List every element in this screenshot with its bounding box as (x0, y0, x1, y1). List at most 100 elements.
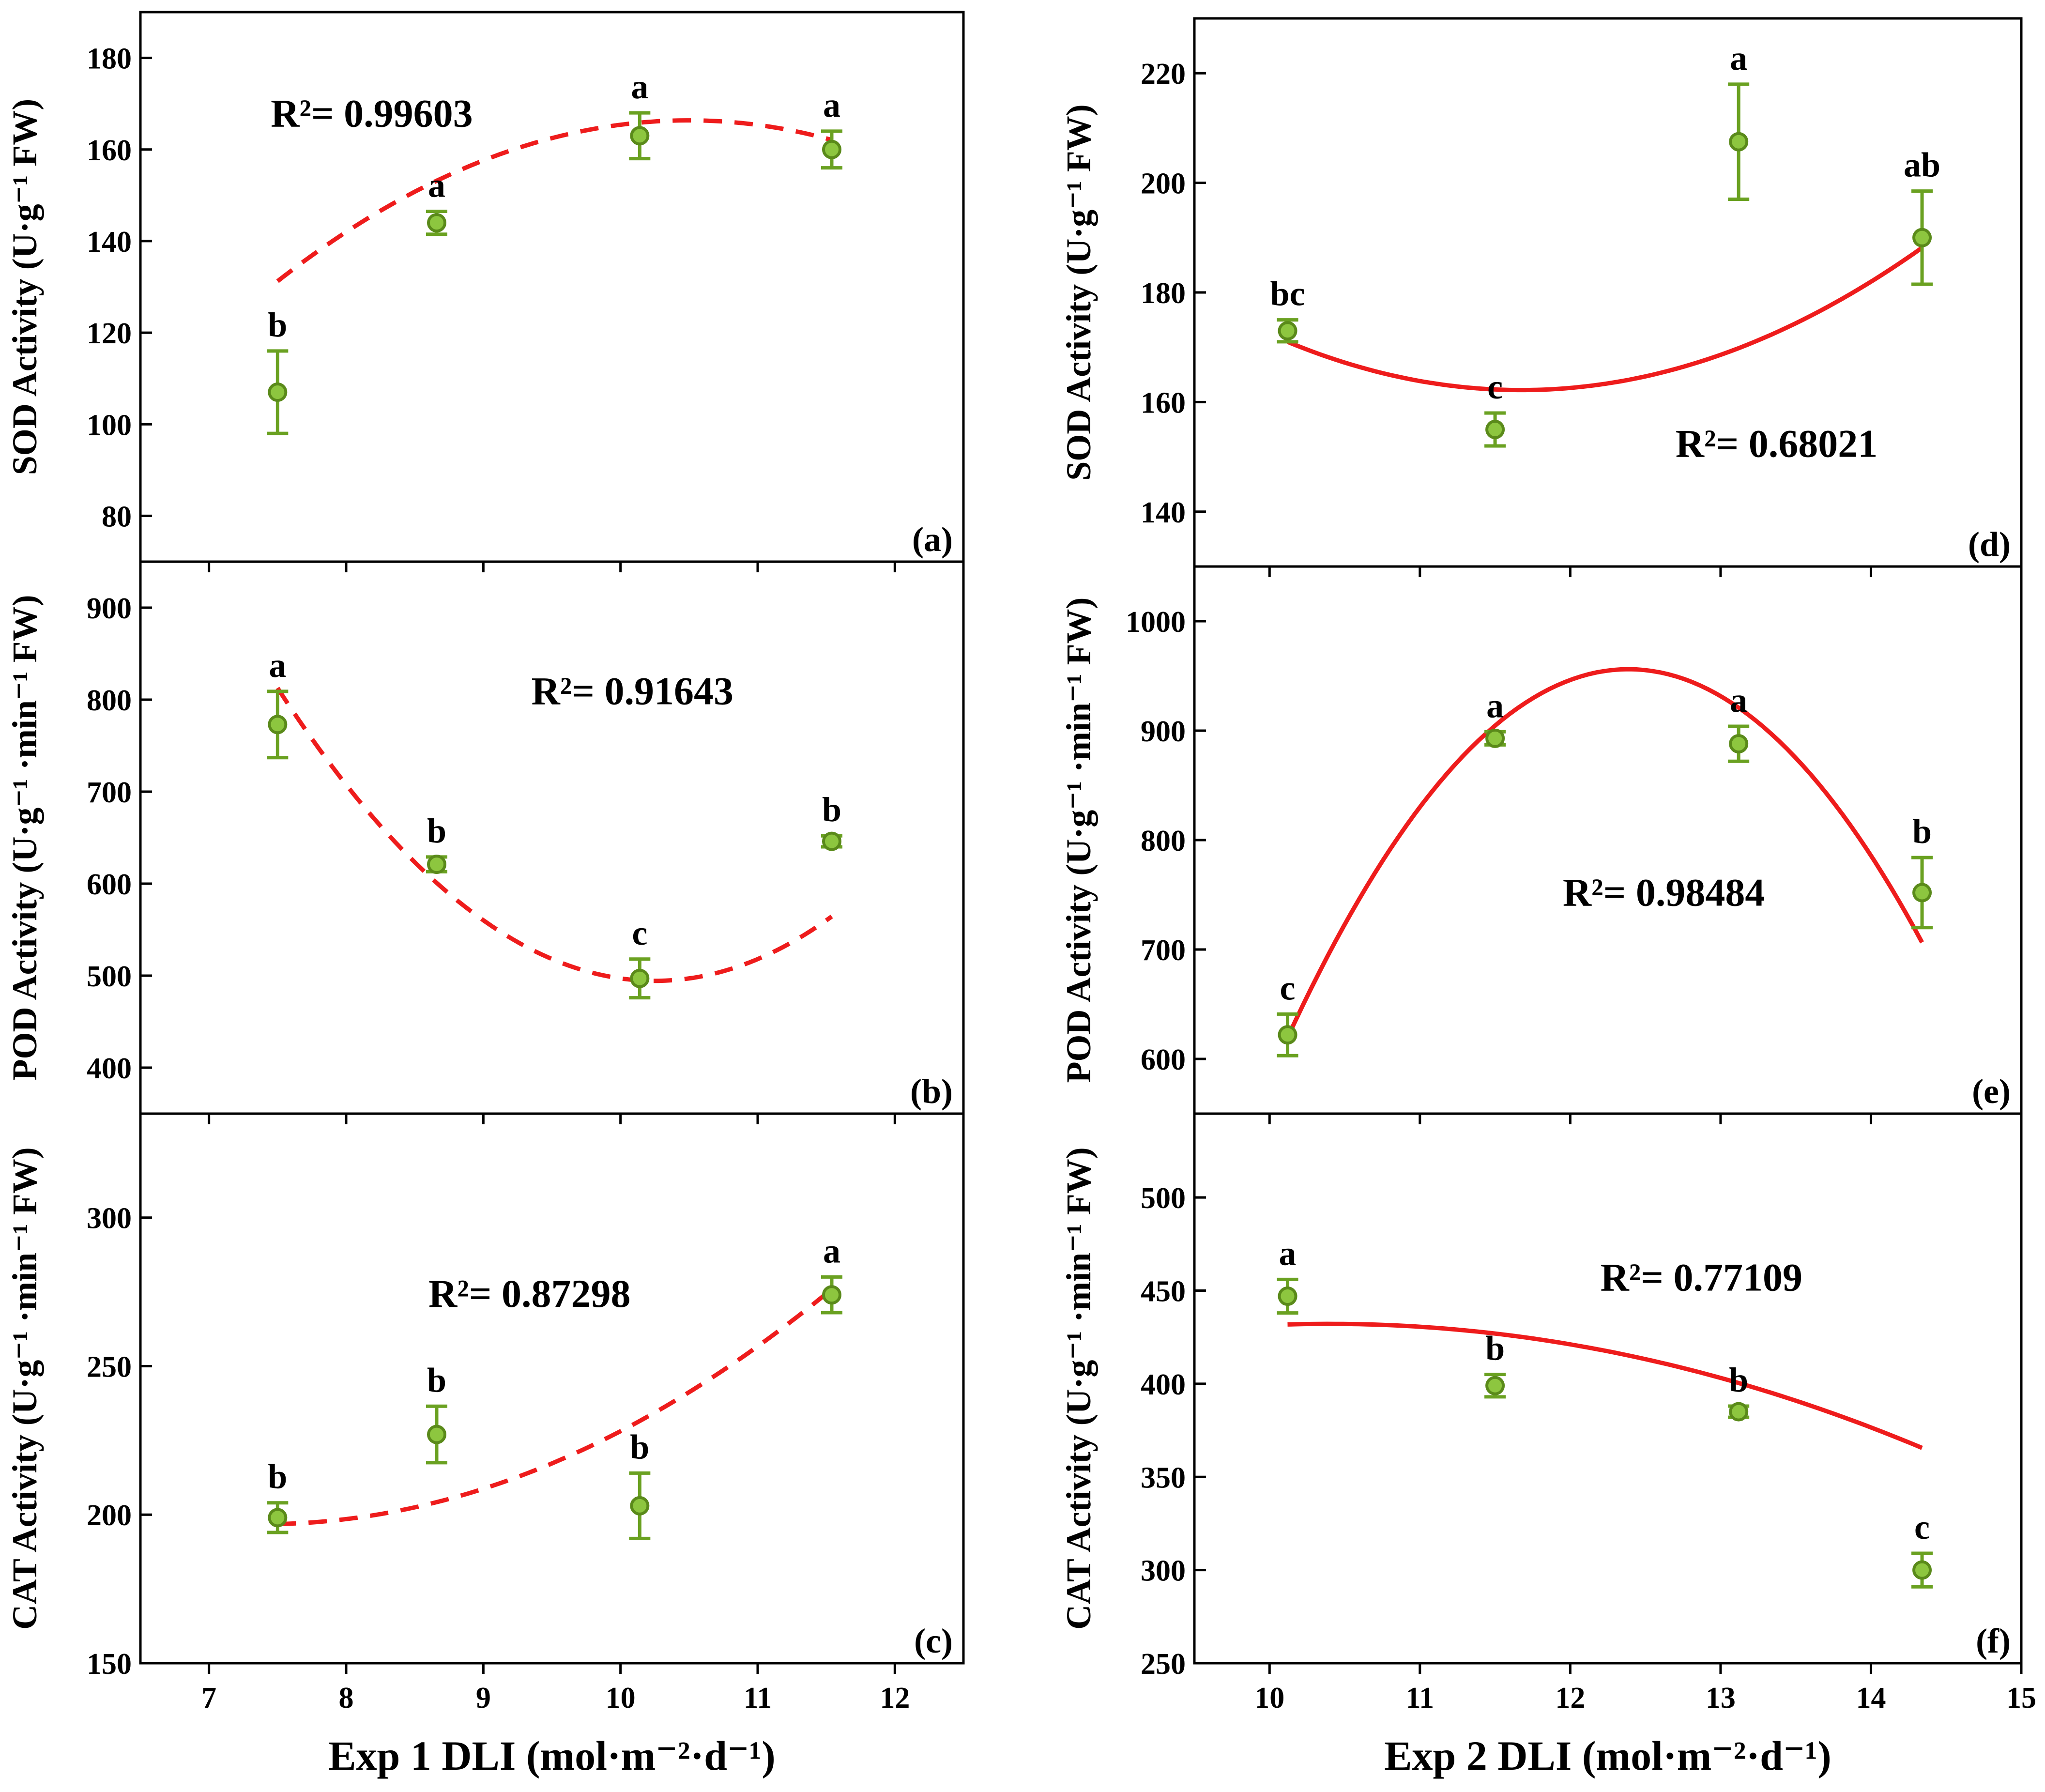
panel-label-f: (f) (1976, 1622, 2011, 1660)
x-axis-label-c: Exp 1 DLI (mol·m⁻²·d⁻¹) (328, 1732, 776, 1779)
y-tick-label-d: 180 (1141, 277, 1186, 310)
panel-c: 150 200 250 300 7 8 9 10 11 12 CAT Activity (U·g⁻¹… (5, 1112, 965, 1779)
data-point-a (630, 126, 650, 146)
data-point-c (427, 1424, 446, 1444)
significance-letter-c: b (630, 1427, 649, 1466)
data-point-d (1485, 420, 1505, 439)
y-tick-label-f: 300 (1141, 1555, 1186, 1588)
y-tick-label-e: 700 (1141, 934, 1186, 967)
data-point-e (1729, 734, 1749, 754)
y-tick-label-f: 450 (1141, 1275, 1186, 1308)
data-point-b (427, 855, 446, 874)
r2-annotation-c: R²= 0.87298 (428, 1271, 631, 1316)
significance-letter-d: c (1487, 368, 1503, 406)
y-tick-label-c: 300 (87, 1202, 132, 1235)
x-axis-label-f: Exp 2 DLI (mol·m⁻²·d⁻¹) (1384, 1732, 1831, 1779)
plot-frame-d (1193, 17, 2023, 568)
significance-letter-f: b (1729, 1361, 1748, 1399)
data-point-f (1485, 1376, 1505, 1395)
data-point-c (822, 1285, 841, 1305)
y-tick-label-a: 80 (102, 500, 132, 533)
fit-curve-c (277, 1287, 833, 1527)
r2-annotation-d: R²= 0.68021 (1676, 422, 1878, 466)
data-point-e (1278, 1025, 1297, 1045)
significance-letter-f: c (1914, 1508, 1930, 1547)
panel-b: 400 500 600 700 800 900 POD Activity (U·g⁻¹ ·m… (5, 560, 965, 1124)
significance-letter-e: a (1486, 686, 1504, 725)
y-tick-label-a: 180 (87, 43, 132, 76)
y-axis-label-c: CAT Activity (U·g⁻¹ ·min⁻¹ FW) (5, 1147, 44, 1629)
data-point-c (268, 1508, 288, 1528)
data-point-b (822, 831, 841, 851)
significance-letter-b: b (822, 790, 841, 829)
y-tick-label-f: 500 (1141, 1182, 1186, 1215)
y-axis-label-f: CAT Activity (U·g⁻¹ ·min⁻¹ FW) (1059, 1147, 1098, 1629)
r2-annotation-f: R²= 0.77109 (1600, 1256, 1802, 1300)
significance-letter-a: a (823, 86, 840, 124)
x-tick-label-f: 11 (1406, 1682, 1435, 1715)
x-tick-label-c: 8 (339, 1682, 354, 1715)
y-axis-label-e: POD Activity (U·g⁻¹ ·min⁻¹ FW) (1059, 597, 1098, 1083)
data-point-b (630, 968, 650, 988)
significance-letter-c: b (268, 1457, 287, 1496)
significance-letter-e: a (1730, 681, 1747, 720)
data-point-d (1729, 132, 1749, 152)
plot-frame-f (1193, 1112, 2023, 1665)
y-tick-label-a: 100 (87, 409, 132, 442)
y-tick-label-d: 140 (1141, 496, 1186, 529)
data-point-d (1278, 321, 1297, 341)
panel-d: 140 160 180 200 220 SOD Activity (U·g⁻¹ FW) (d… (1059, 17, 2023, 577)
y-tick-label-c: 250 (87, 1350, 132, 1383)
data-point-e (1485, 728, 1505, 748)
x-tick-label-f: 12 (1555, 1682, 1585, 1715)
significance-letter-a: a (428, 166, 445, 204)
y-tick-label-c: 150 (87, 1648, 132, 1681)
y-tick-label-e: 900 (1141, 715, 1186, 748)
data-point-f (1278, 1287, 1297, 1306)
x-tick-label-f: 15 (2006, 1682, 2036, 1715)
data-point-f (1729, 1402, 1749, 1422)
panel-f: 250 300 350 400 450 500 10 11 12 13 14 15 CAT Activi… (1059, 1112, 2036, 1779)
x-tick-label-f: 14 (1856, 1682, 1886, 1715)
fit-curve-b (275, 687, 833, 983)
significance-letter-a: b (268, 306, 287, 344)
y-axis-label-d: SOD Activity (U·g⁻¹ FW) (1059, 104, 1098, 481)
y-tick-label-f: 350 (1141, 1461, 1186, 1494)
x-tick-label-c: 9 (476, 1682, 491, 1715)
plot-frame-e (1193, 565, 2023, 1115)
r2-annotation-e: R²= 0.98484 (1563, 871, 1765, 915)
fit-curve-e (1285, 667, 1924, 1039)
x-tick-label-c: 12 (880, 1682, 910, 1715)
data-point-d (1912, 228, 1932, 247)
data-point-c (630, 1496, 650, 1516)
x-tick-label-c: 10 (606, 1682, 636, 1715)
y-tick-label-c: 200 (87, 1499, 132, 1532)
y-tick-label-e: 800 (1141, 825, 1186, 858)
y-tick-label-f: 400 (1141, 1368, 1186, 1401)
significance-letter-f: a (1279, 1234, 1297, 1272)
y-tick-label-a: 120 (87, 317, 132, 350)
y-tick-label-a: 160 (87, 134, 132, 167)
r2-annotation-a: R²= 0.99603 (271, 91, 473, 135)
significance-letter-b: c (632, 914, 647, 952)
data-point-b (268, 715, 288, 735)
y-tick-label-b: 500 (87, 960, 132, 993)
y-tick-label-b: 600 (87, 868, 132, 901)
data-point-f (1912, 1560, 1932, 1580)
significance-letter-b: a (269, 646, 286, 685)
y-tick-label-a: 140 (87, 226, 132, 259)
y-axis-label-b: POD Activity (U·g⁻¹ ·min⁻¹ FW) (5, 595, 44, 1080)
y-tick-label-b: 400 (87, 1052, 132, 1085)
panel-e: 600 700 800 900 1000 POD Activity (U·g⁻¹ ·min… (1059, 565, 2023, 1124)
y-tick-label-f: 250 (1141, 1648, 1186, 1681)
significance-letter-a: a (631, 67, 648, 106)
y-tick-label-b: 900 (87, 592, 132, 625)
significance-letter-c: a (823, 1231, 840, 1270)
significance-letter-e: c (1280, 968, 1296, 1007)
significance-letter-f: b (1485, 1329, 1505, 1368)
significance-letter-b: b (427, 812, 446, 850)
y-tick-label-e: 1000 (1126, 606, 1186, 639)
x-tick-label-f: 13 (1706, 1682, 1736, 1715)
significance-letter-d: bc (1270, 275, 1305, 313)
